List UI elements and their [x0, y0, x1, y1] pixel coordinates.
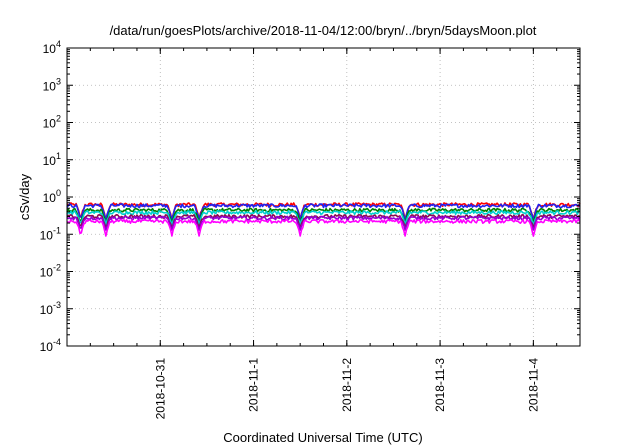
- x-tick-label: 2018-10-31: [153, 358, 167, 420]
- x-axis-label: Coordinated Universal Time (UTC): [223, 430, 422, 445]
- series-line-2: [66, 203, 581, 221]
- x-tick-label: 2018-11-2: [340, 358, 354, 412]
- y-tick-label: 104: [43, 39, 61, 56]
- y-axis-label: cSv/day: [17, 173, 32, 220]
- y-tick-label: 10-2: [40, 263, 61, 280]
- series-line-4: [66, 210, 581, 226]
- x-tick-label: 2018-11-3: [433, 358, 447, 412]
- series-line-3: [66, 207, 581, 224]
- chart-title: /data/run/goesPlots/archive/2018-11-04/1…: [110, 23, 537, 38]
- x-tick-label: 2018-11-1: [247, 358, 261, 412]
- y-tick-label: 100: [43, 188, 61, 205]
- grid-lines: [67, 48, 580, 346]
- y-tick-label: 103: [43, 76, 61, 93]
- x-tick-labels: 2018-10-31 2018-11-1 2018-11-2 2018-11-3 201…: [153, 358, 540, 420]
- y-tick-labels: 10-4 10-3 10-2 10-1 100 101 102 103 104: [40, 39, 61, 354]
- series-line-1: [66, 202, 581, 221]
- y-tick-label: 101: [43, 151, 61, 168]
- series-lines: [66, 202, 581, 237]
- y-tick-label: 10-1: [40, 225, 61, 242]
- y-tick-label: 10-4: [40, 337, 61, 354]
- axis-ticks: [67, 47, 580, 347]
- y-tick-label: 10-3: [40, 300, 61, 317]
- x-tick-label: 2018-11-4: [526, 358, 540, 412]
- series-line-6: [66, 215, 581, 231]
- series-line-7: [66, 218, 581, 237]
- y-tick-label: 102: [43, 114, 61, 131]
